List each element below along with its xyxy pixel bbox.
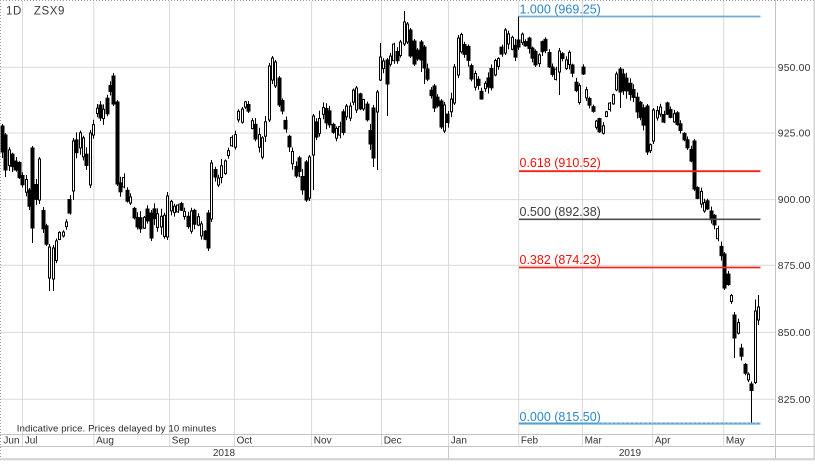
svg-text:Nov: Nov <box>314 436 332 447</box>
svg-text:Jun: Jun <box>3 436 19 447</box>
svg-text:900.00: 900.00 <box>778 195 811 206</box>
svg-text:875.00: 875.00 <box>778 261 811 272</box>
svg-text:0.382 (874.23): 0.382 (874.23) <box>520 253 601 267</box>
svg-text:Apr: Apr <box>655 436 671 447</box>
svg-text:ZSX9: ZSX9 <box>34 5 65 17</box>
svg-text:Sep: Sep <box>172 436 190 447</box>
svg-text:925.00: 925.00 <box>778 129 811 140</box>
svg-text:0.500 (892.38): 0.500 (892.38) <box>520 205 601 219</box>
svg-text:Mar: Mar <box>585 436 603 447</box>
svg-text:1D: 1D <box>6 5 22 17</box>
svg-text:825.00: 825.00 <box>778 395 811 406</box>
svg-text:Oct: Oct <box>237 436 253 447</box>
svg-text:2019: 2019 <box>619 448 642 459</box>
svg-text:1.000 (969.25): 1.000 (969.25) <box>520 2 601 16</box>
svg-text:0.618 (910.52): 0.618 (910.52) <box>520 156 601 170</box>
svg-text:2018: 2018 <box>213 448 236 459</box>
svg-text:Aug: Aug <box>96 436 114 447</box>
svg-text:Jul: Jul <box>25 436 38 447</box>
svg-text:Feb: Feb <box>521 436 539 447</box>
svg-text:950.00: 950.00 <box>778 63 811 74</box>
svg-text:Jan: Jan <box>451 436 467 447</box>
svg-text:0.000 (815.50): 0.000 (815.50) <box>520 410 601 424</box>
svg-text:May: May <box>726 436 745 447</box>
svg-text:Indicative price. Prices delay: Indicative price. Prices delayed by 10 m… <box>17 423 217 434</box>
svg-text:850.00: 850.00 <box>778 328 811 339</box>
svg-text:Dec: Dec <box>384 436 402 447</box>
